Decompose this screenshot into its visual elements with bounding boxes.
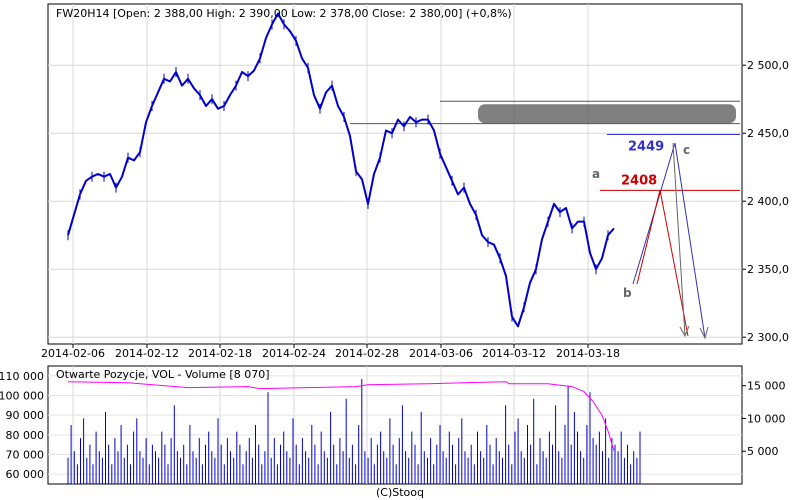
y-tick-label: 2 350,0 bbox=[747, 263, 789, 276]
x-tick-label: 2014-02-24 bbox=[262, 347, 326, 360]
volume-tick-label: 15 000 bbox=[747, 380, 786, 393]
x-tick-label: 2014-03-18 bbox=[556, 347, 620, 360]
oi-tick-label: 90 000 bbox=[6, 409, 45, 422]
y-tick-label: 2 400,0 bbox=[747, 195, 789, 208]
x-tick-label: 2014-02-28 bbox=[335, 347, 399, 360]
wave-arrow-1 bbox=[672, 142, 686, 337]
main-plot-frame bbox=[47, 3, 743, 345]
y-tick-label: 2 300,0 bbox=[747, 331, 789, 344]
chart-title: FW20H14 [Open: 2 388,00 High: 2 390,00 L… bbox=[56, 7, 512, 20]
wave-projection-blue bbox=[632, 142, 706, 339]
x-tick-label: 2014-02-06 bbox=[41, 347, 105, 360]
volume-tick-label: 5 000 bbox=[747, 445, 779, 458]
footer-credit: (C)Stooq bbox=[376, 486, 424, 499]
y-tick-label: 2 500,0 bbox=[747, 59, 789, 72]
wave-label-a: a bbox=[592, 167, 600, 181]
oi-tick-label: 110 000 bbox=[0, 370, 44, 383]
level-2449-label: 2449 bbox=[628, 140, 664, 155]
x-tick-label: 2014-02-18 bbox=[188, 347, 252, 360]
wave-arrowhead-2 bbox=[699, 326, 709, 340]
resistance-zone bbox=[478, 104, 736, 124]
x-tick-label: 2014-03-12 bbox=[482, 347, 546, 360]
y-tick-label: 2 450,0 bbox=[747, 127, 789, 140]
wave-arrowhead-1 bbox=[679, 325, 690, 338]
oi-tick-label: 80 000 bbox=[6, 429, 45, 442]
volume-panel-title: Otwarte Pozycje, VOL - Volume [8 070] bbox=[56, 368, 270, 381]
wave-label-b: b bbox=[623, 286, 632, 300]
wave-projection-red bbox=[636, 189, 689, 337]
x-tick-label: 2014-02-12 bbox=[115, 347, 179, 360]
price-series-line bbox=[67, 12, 615, 328]
open-interest-line bbox=[67, 381, 615, 451]
oi-tick-label: 100 000 bbox=[0, 390, 44, 403]
level-2408-label: 2408 bbox=[621, 173, 657, 188]
volume-tick-label: 10 000 bbox=[747, 412, 786, 425]
oi-tick-label: 60 000 bbox=[6, 468, 45, 481]
x-tick-label: 2014-03-06 bbox=[409, 347, 473, 360]
oi-tick-label: 70 000 bbox=[6, 449, 45, 462]
wave-label-c: c bbox=[683, 143, 690, 157]
